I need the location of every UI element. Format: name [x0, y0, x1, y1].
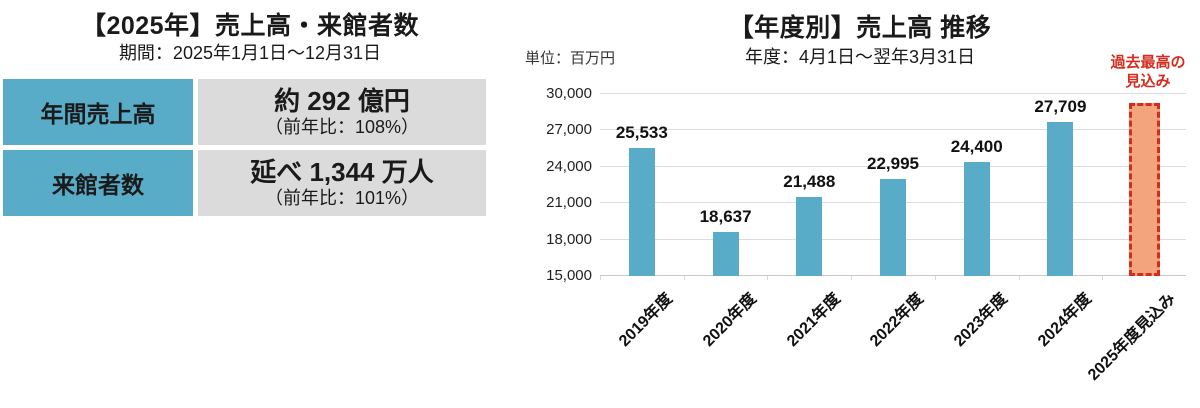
x-axis-label: 2023年度 [951, 290, 1011, 351]
bar-2022年度 [880, 179, 906, 276]
visitors-label: 来館者数 [3, 150, 193, 216]
visitors-value: 延べ 1,344 万人 [250, 156, 434, 187]
table-row: 来館者数 延べ 1,344 万人 （前年比：101%） [3, 150, 486, 216]
x-axis-label: 2022年度 [867, 290, 928, 351]
gridline [600, 129, 1186, 131]
bar-2020年度 [712, 231, 739, 276]
bar-value-label: 24,400 [950, 136, 1003, 156]
chart-subtitle: 年度：4月1日～翌年3月31日 [744, 47, 976, 67]
bar-value-label: 21,488 [783, 172, 836, 192]
y-axis-label: 24,000 [546, 157, 592, 175]
annual-sales-label: 年間売上高 [3, 79, 193, 145]
bar-value-label: 25,533 [615, 123, 668, 143]
bar-2021年度 [796, 197, 823, 276]
y-axis-label: 21,000 [546, 194, 592, 212]
x-axis-tick [1102, 276, 1104, 280]
visitors-value-cell: 延べ 1,344 万人 （前年比：101%） [198, 150, 486, 216]
x-axis-tick [1018, 276, 1020, 280]
x-axis-tick [767, 276, 769, 280]
bar-chart-plot-area: 25,533 2019年度 18,637 2020年度 21,488 2021年度 22,9… [600, 93, 1186, 384]
visitors-yoy: （前年比：101%） [264, 187, 420, 208]
x-axis-label: 2020年度 [700, 290, 760, 351]
table-row: 年間売上高 約 292 億円 （前年比：108%） [3, 79, 486, 145]
left-panel-title: 【2025年】売上高・来館者数 [80, 12, 420, 40]
forecast-bar [1128, 102, 1160, 276]
x-axis-tick [934, 276, 936, 280]
annual-sales-value: 約 292 億円 [274, 85, 410, 116]
gridline [600, 165, 1186, 167]
x-axis-label: 2019年度 [616, 290, 677, 351]
x-axis-tick [600, 276, 601, 280]
record-high-annotation: 過去最高の 見込み [1093, 53, 1200, 91]
bar-value-label: 22,995 [867, 154, 919, 173]
unit-label: 単位：百万円 [525, 50, 616, 67]
x-axis-tick [851, 276, 853, 280]
bar-2023年度 [963, 161, 990, 276]
x-axis-label: 2025年度見込み [1084, 290, 1179, 385]
annual-sales-value-cell: 約 292 億円 （前年比：108%） [198, 79, 486, 145]
record-high-annotation-line2: 見込み [1125, 73, 1171, 90]
chart-title: 【年度別】売上高 推移 [728, 14, 992, 42]
record-high-annotation-line1: 過去最高の [1110, 54, 1186, 71]
y-axis-label: 18,000 [546, 230, 592, 248]
stats-table: 年間売上高 約 292 億円 （前年比：108%） 来館者数 延べ 1,344 … [3, 79, 486, 221]
y-axis-label: 30,000 [546, 85, 592, 102]
left-panel-subtitle: 期間：2025年1月1日～12月31日 [118, 43, 382, 63]
x-axis-label: 2024年度 [1034, 290, 1095, 351]
bar-value-label: 27,709 [1034, 96, 1087, 116]
annual-sales-yoy: （前年比：108%） [264, 116, 420, 137]
x-axis-tick [683, 276, 685, 280]
x-axis-label: 2021年度 [783, 290, 844, 351]
y-axis-label: 27,000 [546, 121, 592, 139]
bar-2024年度 [1047, 121, 1074, 276]
y-axis-labels: 15,000 18,000 21,000 24,000 27,000 30,000 [516, 85, 592, 284]
bar-value-label: 18,637 [699, 206, 752, 226]
gridline [600, 93, 1186, 94]
y-axis-label: 15,000 [546, 267, 592, 284]
bar-2019年度 [628, 148, 655, 276]
